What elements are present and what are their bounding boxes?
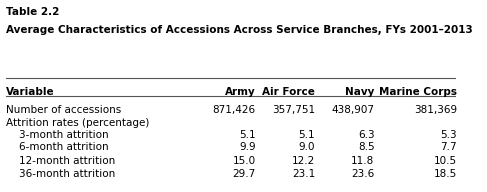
Text: 9.0: 9.0	[299, 142, 315, 152]
Text: 36-month attrition: 36-month attrition	[6, 169, 115, 179]
Text: 12-month attrition: 12-month attrition	[6, 156, 115, 166]
Text: 15.0: 15.0	[232, 156, 256, 166]
Text: 9.9: 9.9	[239, 142, 256, 152]
Text: 871,426: 871,426	[212, 105, 256, 115]
Text: Navy: Navy	[345, 88, 375, 98]
Text: 11.8: 11.8	[351, 156, 375, 166]
Text: 381,369: 381,369	[414, 105, 457, 115]
Text: Marine Corps: Marine Corps	[379, 88, 457, 98]
Text: 3-month attrition: 3-month attrition	[6, 130, 109, 140]
Text: Attrition rates (percentage): Attrition rates (percentage)	[6, 118, 150, 128]
Text: 18.5: 18.5	[434, 169, 457, 179]
Text: 5.1: 5.1	[239, 130, 256, 140]
Text: Table 2.2: Table 2.2	[6, 7, 59, 17]
Text: 6-month attrition: 6-month attrition	[6, 142, 109, 152]
Text: Variable: Variable	[6, 88, 55, 98]
Text: 5.1: 5.1	[299, 130, 315, 140]
Text: Air Force: Air Force	[262, 88, 315, 98]
Text: Number of accessions: Number of accessions	[6, 105, 121, 115]
Text: 6.3: 6.3	[358, 130, 375, 140]
Text: 23.6: 23.6	[351, 169, 375, 179]
Text: Average Characteristics of Accessions Across Service Branches, FYs 2001–2013: Average Characteristics of Accessions Ac…	[6, 25, 473, 35]
Text: 29.7: 29.7	[232, 169, 256, 179]
Text: 357,751: 357,751	[272, 105, 315, 115]
Text: 7.7: 7.7	[440, 142, 457, 152]
Text: 10.5: 10.5	[434, 156, 457, 166]
Text: 12.2: 12.2	[292, 156, 315, 166]
Text: 438,907: 438,907	[332, 105, 375, 115]
Text: 8.5: 8.5	[358, 142, 375, 152]
Text: 23.1: 23.1	[292, 169, 315, 179]
Text: 5.3: 5.3	[440, 130, 457, 140]
Text: Army: Army	[225, 88, 256, 98]
